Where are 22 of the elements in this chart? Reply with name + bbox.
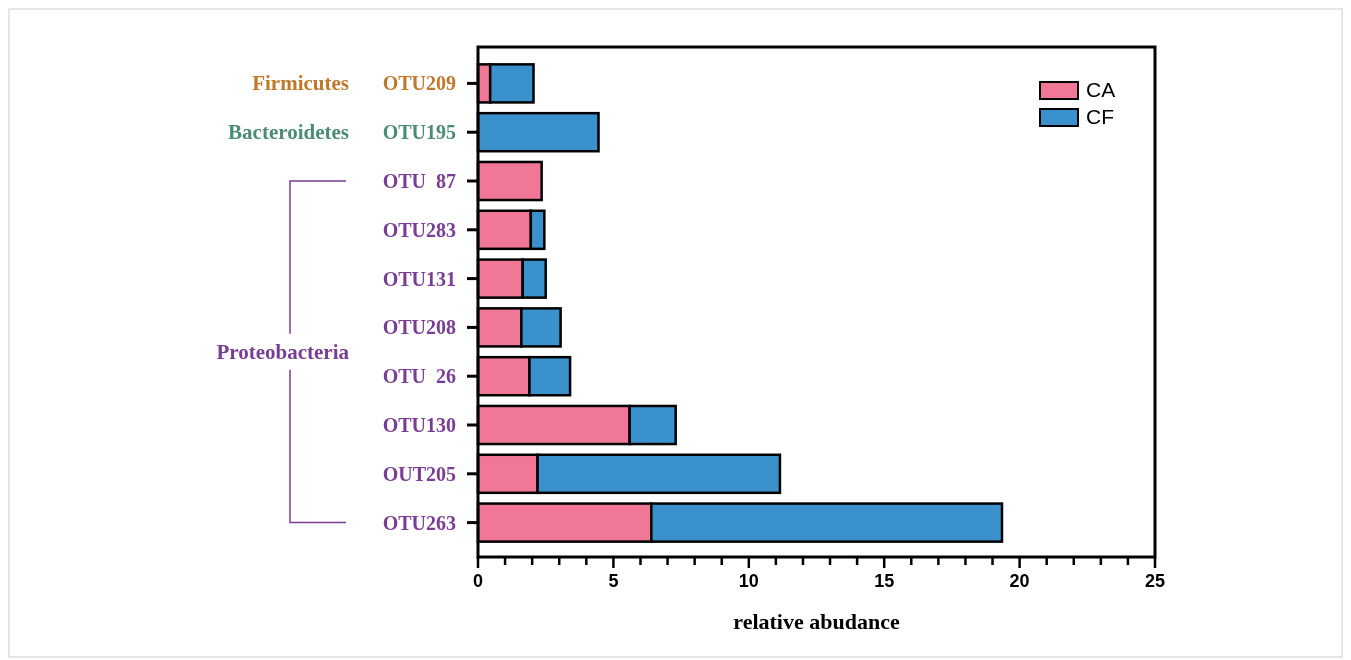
- legend-label: CA: [1086, 78, 1116, 101]
- y-tick-label: OTU208: [382, 316, 456, 339]
- y-tick-label: OTU 87: [382, 170, 456, 192]
- y-tick-label: OTU 26: [382, 365, 456, 388]
- x-tick-label: 10: [738, 571, 759, 591]
- x-axis-title: relative abudance: [733, 609, 900, 634]
- text: Proteobacteria: [216, 339, 350, 364]
- x-tick-label: 5: [608, 571, 619, 591]
- x-tick-label: 0: [472, 571, 484, 591]
- y-tick-label: OUT205: [382, 462, 456, 485]
- y-tick-label: OTU263: [382, 511, 456, 534]
- text: Firmicutes: [252, 71, 349, 96]
- x-tick-label: 20: [1009, 571, 1030, 591]
- y-tick-label: OTU131: [382, 267, 456, 290]
- y-tick-label: OTU209: [382, 72, 456, 95]
- text: Bacteroidetes: [228, 120, 349, 145]
- y-tick-label: OTU283: [382, 218, 456, 241]
- x-tick-label: 15: [874, 571, 895, 591]
- y-tick-label: OTU130: [382, 414, 456, 436]
- x-tick-label: 25: [1144, 571, 1166, 591]
- legend-label: CF: [1086, 105, 1114, 128]
- y-tick-label: OTU195: [382, 121, 456, 144]
